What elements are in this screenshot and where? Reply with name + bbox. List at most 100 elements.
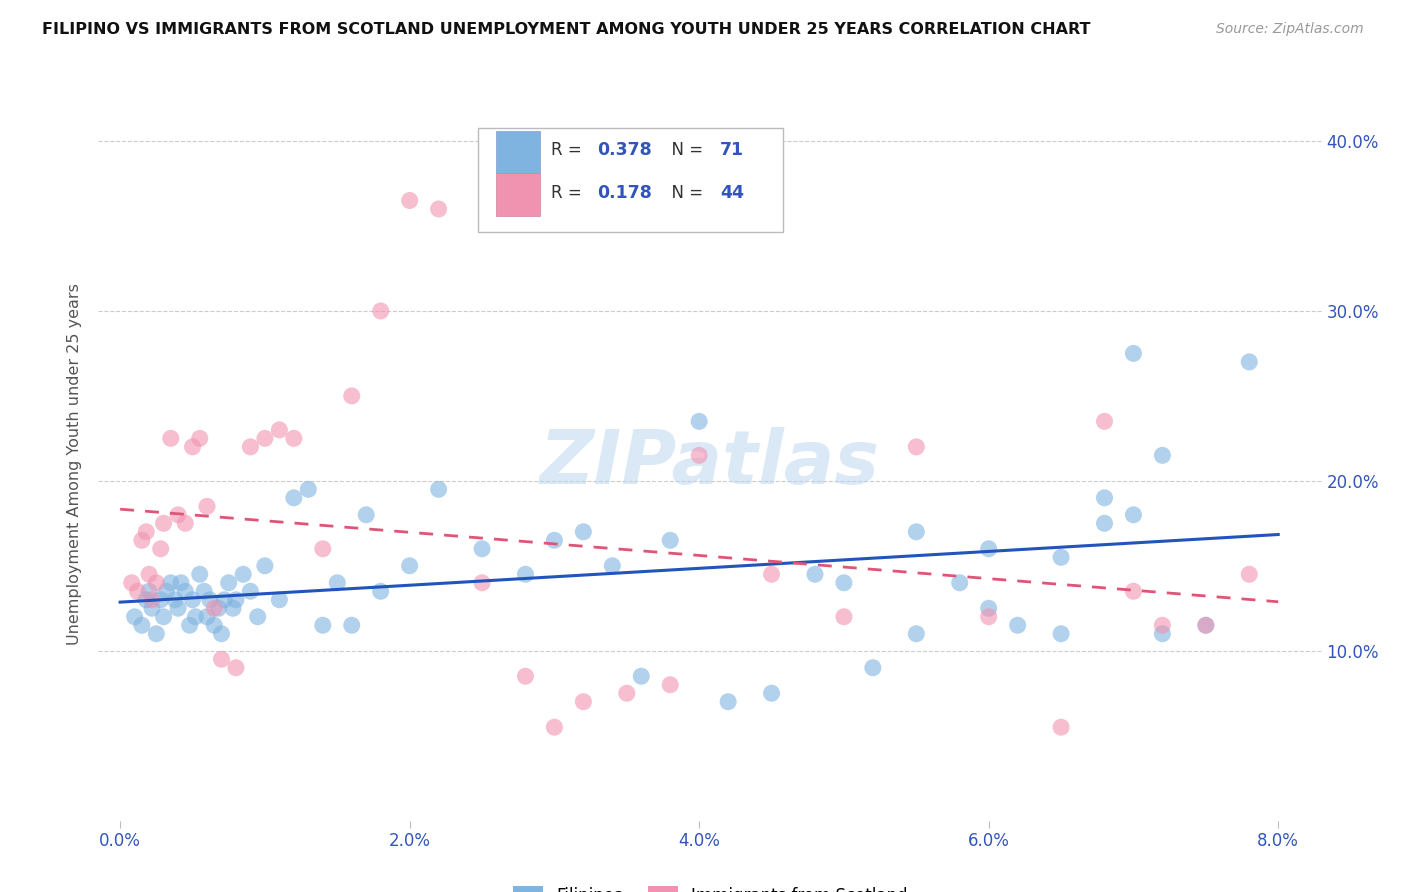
Point: [1152, 618, 1174, 632]
Point: [572, 524, 595, 539]
Point: [832, 609, 855, 624]
Point: [145, 626, 167, 640]
Point: [239, 584, 262, 599]
Point: [616, 686, 638, 700]
Point: [138, 584, 160, 599]
Point: [167, 601, 190, 615]
FancyBboxPatch shape: [478, 128, 783, 232]
Point: [155, 584, 177, 599]
Point: [804, 567, 827, 582]
Point: [1122, 508, 1144, 522]
Point: [184, 609, 207, 624]
Point: [239, 440, 262, 454]
Point: [202, 618, 225, 632]
Legend: Filipinos, Immigrants from Scotland: Filipinos, Immigrants from Scotland: [506, 879, 914, 892]
Point: [149, 541, 172, 556]
Point: [572, 695, 595, 709]
Point: [131, 618, 153, 632]
Point: [471, 541, 494, 556]
Point: [246, 609, 269, 624]
Point: [170, 575, 193, 590]
Point: [312, 541, 335, 556]
Text: R =: R =: [551, 184, 588, 202]
Point: [202, 601, 225, 615]
Point: [949, 575, 972, 590]
Point: [370, 584, 392, 599]
Point: [977, 601, 1000, 615]
Y-axis label: Unemployment Among Youth under 25 years: Unemployment Among Youth under 25 years: [67, 283, 83, 645]
Text: N =: N =: [661, 141, 709, 159]
Point: [198, 592, 221, 607]
Point: [630, 669, 652, 683]
Point: [152, 609, 174, 624]
Point: [145, 575, 167, 590]
Point: [207, 601, 229, 615]
Point: [1050, 720, 1073, 734]
Point: [174, 584, 197, 599]
Point: [515, 669, 537, 683]
Point: [127, 584, 149, 599]
Point: [131, 533, 153, 548]
Point: [135, 592, 157, 607]
Point: [832, 575, 855, 590]
Point: [340, 618, 363, 632]
Point: [427, 483, 450, 497]
Point: [283, 491, 305, 505]
Point: [195, 609, 218, 624]
Point: [398, 558, 420, 573]
Point: [370, 304, 392, 318]
Point: [159, 431, 181, 445]
Point: [269, 592, 291, 607]
Point: [717, 695, 740, 709]
Point: [659, 678, 682, 692]
Point: [905, 524, 928, 539]
Point: [1152, 626, 1174, 640]
Point: [543, 533, 565, 548]
Point: [181, 592, 204, 607]
FancyBboxPatch shape: [496, 130, 540, 173]
Point: [1094, 414, 1116, 428]
Point: [1050, 626, 1073, 640]
Point: [312, 618, 335, 632]
Point: [602, 558, 624, 573]
Point: [977, 541, 1000, 556]
Point: [1195, 618, 1218, 632]
Point: [427, 202, 450, 216]
Point: [253, 431, 276, 445]
Point: [354, 508, 377, 522]
Point: [222, 601, 245, 615]
Text: Source: ZipAtlas.com: Source: ZipAtlas.com: [1216, 22, 1364, 37]
Point: [340, 389, 363, 403]
Point: [211, 652, 233, 666]
Text: 71: 71: [720, 141, 744, 159]
Point: [152, 516, 174, 531]
Point: [167, 508, 190, 522]
Text: N =: N =: [661, 184, 709, 202]
Point: [174, 516, 197, 531]
Point: [977, 609, 1000, 624]
Point: [1122, 346, 1144, 360]
Point: [225, 661, 247, 675]
Point: [398, 194, 420, 208]
Point: [1152, 448, 1174, 462]
Point: [471, 575, 494, 590]
Point: [141, 592, 163, 607]
Point: [159, 575, 181, 590]
Point: [1094, 491, 1116, 505]
Point: [195, 500, 218, 514]
Point: [218, 575, 240, 590]
Point: [121, 575, 143, 590]
Text: 0.378: 0.378: [598, 141, 652, 159]
Text: 44: 44: [720, 184, 744, 202]
Point: [761, 686, 783, 700]
Point: [1239, 355, 1261, 369]
Point: [138, 567, 160, 582]
Point: [905, 440, 928, 454]
Point: [135, 524, 157, 539]
Point: [181, 440, 204, 454]
Point: [188, 567, 211, 582]
Point: [225, 592, 247, 607]
Point: [905, 626, 928, 640]
Point: [188, 431, 211, 445]
Point: [297, 483, 319, 497]
